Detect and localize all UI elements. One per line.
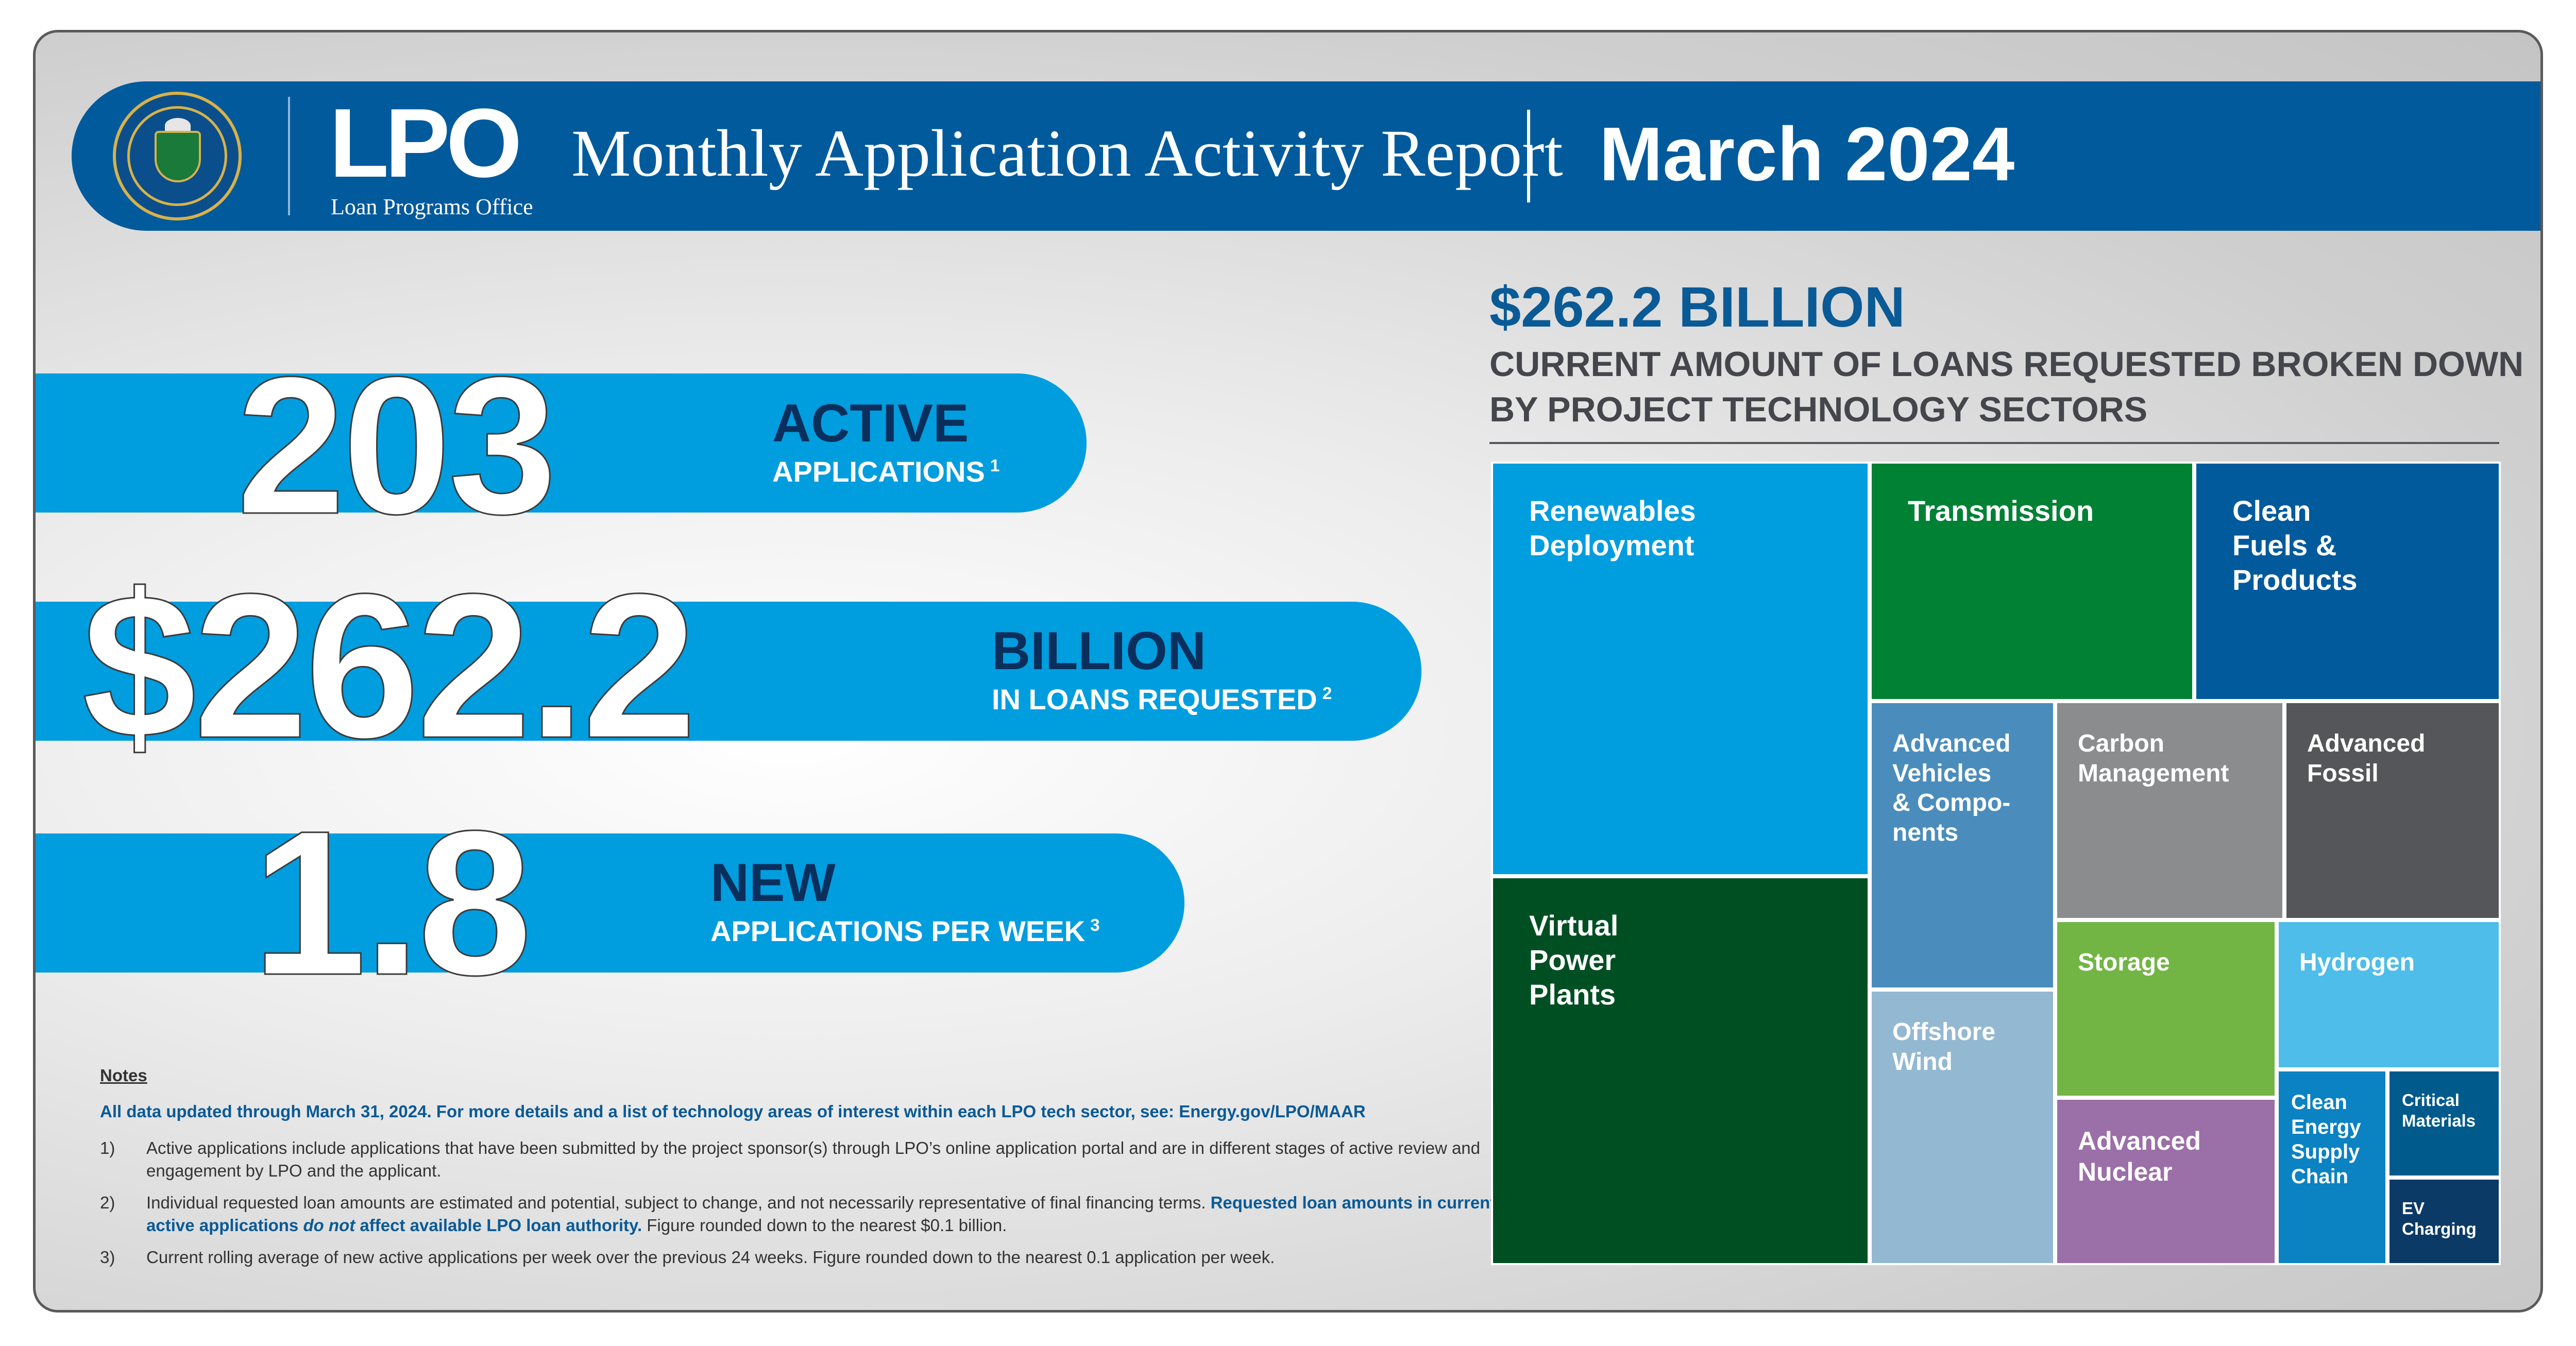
stat-pill-new [36,833,1184,973]
treemap-tile-label: Advanced Fossil [2307,730,2426,787]
treemap-tile-clean-energy-supply-chain: Clean Energy Supply Chain [2277,1069,2387,1265]
treemap-tile-label: EV Charging [2402,1199,2477,1238]
stat-pill-billion [36,602,1421,741]
stat-sub-new: APPLICATIONS PER WEEK 3 [710,915,1100,947]
treemap-tile-label: Advanced Nuclear [2078,1127,2201,1186]
treemap-tile-clean-fuels-products: Clean Fuels & Products [2194,462,2501,701]
treemap-tile-label: Offshore Wind [1892,1018,1996,1076]
stat-label-billion: BILLION [992,621,1206,681]
treemap-tile-label: Virtual Power Plants [1529,909,1619,1011]
treemap-tile-advanced-nuclear: Advanced Nuclear [2055,1098,2277,1265]
stat-value-active: 203 [235,336,557,555]
treemap-tile-transmission: Transmission [1870,462,2194,701]
treemap-rule [1489,442,2499,444]
stat-value-new: 1.8 [251,788,533,1018]
header-banner: LPO Loan Programs Office Monthly Applica… [72,81,2540,231]
treemap-tile-advanced-vehicles-components: Advanced Vehicles & Compo- nents [1870,701,2055,990]
stat-label-new: NEW [710,853,836,913]
stat-pill-active [36,373,1087,513]
treemap-tile-hydrogen: Hydrogen [2277,920,2501,1069]
treemap-tile-virtual-power-plants: Virtual Power Plants [1491,876,1870,1265]
treemap-tile-label: Advanced Vehicles & Compo- nents [1892,730,2011,846]
treemap-subtitle: CURRENT AMOUNT OF LOANS REQUESTED BROKEN… [1489,345,2524,429]
treemap-tile-label: Storage [2078,949,2170,976]
header-divider [288,97,290,215]
treemap-tile-label: Carbon Management [2078,730,2229,787]
stat-value-billion: $262.2 [81,551,697,781]
treemap-tile-carbon-management: Carbon Management [2055,701,2284,920]
report-month: March 2024 [1599,112,2015,197]
notes-intro: All data updated through March 31, 2024.… [100,1102,1366,1121]
maar-link[interactable]: Energy.gov/LPO/MAAR [1179,1102,1366,1121]
note-item: 3) Current rolling average of new active… [100,1248,1275,1267]
treemap-tile-label: Renewables Deployment [1529,495,1696,562]
report-title: Monthly Application Activity Report [571,116,1563,191]
note-item: 1) Active applications include applicati… [100,1138,1481,1180]
lpo-logo: LPO [329,89,522,198]
treemap-tile-advanced-fossil: Advanced Fossil [2284,701,2501,920]
header-divider-2 [1527,110,1530,202]
notes-heading: Notes [100,1066,147,1085]
treemap-tile-offshore-wind: Offshore Wind [1870,990,2055,1265]
treemap-tile-label: Clean Fuels & Products [2232,495,2358,597]
treemap-tile-label: Transmission [1908,495,2094,527]
stat-label-active: ACTIVE [772,394,969,453]
notes-section: Notes All data updated through March 31,… [100,1066,1501,1278]
treemap-tile-storage: Storage [2055,920,2277,1098]
treemap-title: $262.2 BILLION [1489,276,1905,339]
department-of-energy-seal-icon [113,92,242,220]
treemap-tile-label: Clean Energy Supply Chain [2291,1091,2361,1188]
treemap-tile-critical-materials: Critical Materials [2387,1069,2501,1178]
treemap-chart: Renewables Deployment Virtual Power Plant… [1491,462,2501,1265]
treemap-tile-label: Critical Materials [2402,1091,2476,1130]
lpo-logo-subtitle: Loan Programs Office [331,194,533,219]
stat-sub-billion: IN LOANS REQUESTED 2 [992,683,1332,715]
report-card: LPO Loan Programs Office Monthly Applica… [33,30,2543,1313]
treemap-tile-renewables-deployment: Renewables Deployment [1491,462,1870,876]
note-item: 2) Individual requested loan amounts are… [100,1193,1496,1235]
treemap-tile-label: Hydrogen [2299,949,2415,976]
treemap-tile-ev-charging: EV Charging [2387,1178,2501,1265]
stat-sub-active: APPLICATIONS 1 [772,455,1000,488]
